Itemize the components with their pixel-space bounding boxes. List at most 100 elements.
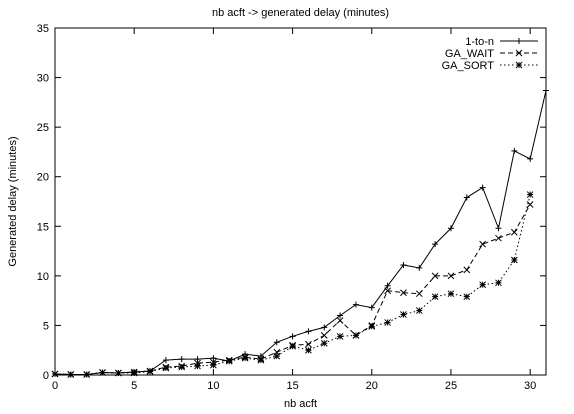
- data-point: [463, 266, 471, 274]
- data-point: [178, 363, 186, 371]
- y-tick-label: 35: [37, 23, 49, 35]
- y-tick-label: 30: [37, 73, 49, 85]
- x-tick-label: 25: [445, 380, 457, 392]
- x-tick-label: 15: [286, 380, 298, 392]
- data-point: [415, 307, 423, 314]
- legend-marker: [515, 49, 523, 57]
- data-point: [510, 256, 518, 264]
- data-point: [447, 272, 455, 280]
- y-tick-label: 20: [37, 172, 49, 184]
- data-point: [336, 332, 344, 340]
- data-point: [479, 184, 486, 191]
- x-tick-label: 10: [207, 380, 219, 392]
- data-point: [162, 364, 170, 372]
- y-axis: 0 5 10 15 20 25 30 35: [37, 23, 546, 382]
- data-point: [463, 293, 471, 301]
- y-tick-label: 10: [37, 271, 49, 283]
- data-point: [415, 290, 423, 298]
- y-tick-label: 25: [37, 122, 49, 134]
- data-point: [320, 339, 328, 347]
- data-point: [495, 234, 502, 242]
- data-point: [431, 293, 439, 301]
- data-point: [479, 240, 486, 248]
- data-point: [305, 328, 312, 335]
- data-point: [83, 371, 91, 378]
- data-point: [273, 352, 281, 360]
- legend-marker: [516, 38, 522, 44]
- data-point: [225, 357, 233, 365]
- data-point: [337, 312, 344, 319]
- data-point: [510, 228, 518, 236]
- data-point: [526, 191, 534, 198]
- y-tick-label: 0: [43, 370, 49, 382]
- series-ga-wait: [51, 201, 534, 378]
- data-point: [463, 194, 470, 201]
- data-point: [162, 357, 169, 364]
- data-point: [511, 147, 518, 154]
- data-point: [289, 333, 296, 340]
- data-point: [194, 356, 201, 363]
- x-axis: 0 5 10 15 20 25 30: [52, 28, 536, 392]
- data-point: [495, 225, 502, 232]
- data-point: [432, 241, 439, 248]
- data-point: [368, 304, 375, 311]
- data-point: [400, 289, 407, 297]
- legend-label: 1-to-n: [465, 36, 494, 48]
- data-point: [146, 368, 154, 375]
- data-point: [352, 331, 360, 339]
- data-point: [320, 331, 328, 339]
- data-point: [273, 339, 280, 346]
- y-tick-label: 5: [43, 320, 49, 332]
- x-axis-title: nb acft: [284, 398, 317, 410]
- x-tick-label: 5: [131, 380, 137, 392]
- legend-item: GA_SORT: [442, 60, 538, 72]
- data-point: [495, 279, 502, 287]
- data-point: [384, 282, 391, 289]
- data-point: [526, 201, 534, 208]
- data-point: [51, 370, 59, 378]
- data-point: [289, 342, 296, 350]
- data-point: [210, 355, 217, 362]
- data-point: [336, 317, 344, 324]
- y-tick-label: 15: [37, 221, 49, 233]
- data-point: [527, 155, 534, 162]
- data-point: [99, 369, 106, 376]
- data-point: [194, 362, 201, 370]
- legend-marker: [515, 61, 523, 69]
- plot-frame: [54, 27, 547, 376]
- y-axis-title: Generated delay (minutes): [7, 136, 19, 266]
- data-point: [384, 287, 391, 295]
- data-point: [384, 319, 391, 326]
- data-point: [321, 324, 328, 331]
- chart-title: nb acft -> generated delay (minutes): [212, 7, 389, 19]
- data-point: [416, 264, 423, 271]
- data-point: [115, 369, 122, 377]
- data-point: [447, 225, 454, 232]
- legend-item: 1-to-n: [465, 36, 538, 48]
- data-point: [178, 356, 185, 363]
- series-layer: [51, 87, 549, 378]
- series-ga-sort: [51, 191, 534, 378]
- plot-border: [54, 27, 547, 376]
- legend-label: GA_SORT: [442, 60, 495, 72]
- data-point: [368, 323, 376, 330]
- x-tick-label: 30: [524, 380, 536, 392]
- data-point: [400, 261, 407, 268]
- legend-label: GA_WAIT: [445, 48, 494, 60]
- data-point: [305, 340, 312, 348]
- data-point: [67, 371, 75, 378]
- data-point: [130, 369, 138, 377]
- data-point: [447, 290, 455, 298]
- legend-item: GA_WAIT: [445, 48, 538, 60]
- series-1-to-n: [52, 87, 549, 378]
- data-point: [257, 356, 265, 364]
- data-point: [479, 281, 486, 289]
- data-point: [305, 346, 312, 354]
- data-point: [352, 301, 359, 308]
- data-point: [431, 272, 439, 280]
- data-point: [241, 354, 249, 362]
- series-line: [54, 90, 547, 375]
